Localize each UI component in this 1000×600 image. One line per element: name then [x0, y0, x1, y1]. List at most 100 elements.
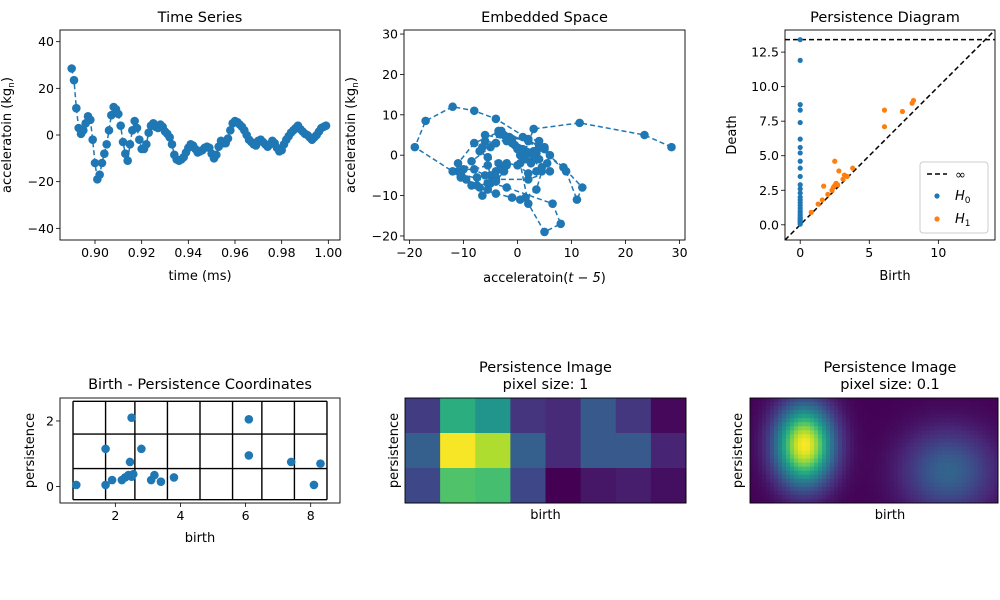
heatmap-pixel — [790, 474, 795, 480]
heatmap-pixel — [990, 490, 995, 496]
heatmap-pixel — [890, 434, 895, 439]
heatmap-pixel — [886, 462, 891, 468]
heatmap-pixel — [966, 454, 971, 459]
embedded-space-xtick-label: 30 — [672, 245, 688, 260]
heatmap-pixel — [982, 458, 987, 464]
embedded-space-point — [410, 142, 420, 152]
heatmap-pixel — [938, 402, 943, 407]
heatmap-pixel — [830, 430, 835, 435]
heatmap-pixel — [938, 482, 943, 488]
heatmap-pixel — [770, 474, 775, 480]
heatmap-pixel — [982, 446, 987, 451]
heatmap-pixel — [830, 426, 835, 431]
persistence-image-1-ylabel: persistence — [387, 413, 402, 488]
heatmap-pixel — [946, 418, 951, 423]
persistence-diagram-ytick-label: 10.0 — [751, 79, 779, 94]
embedded-space-point — [483, 152, 493, 162]
persistence-image-01-title: Persistence Image — [824, 360, 957, 376]
embedded-space-point — [556, 219, 566, 229]
heatmap-pixel — [894, 418, 899, 423]
birth-persistence-frame — [59, 397, 341, 504]
heatmap-pixel — [754, 454, 759, 459]
heatmap-pixel — [982, 478, 987, 484]
heatmap-pixel — [946, 410, 951, 415]
heatmap-pixel — [970, 470, 975, 476]
heatmap-pixel — [926, 486, 931, 492]
heatmap-pixel — [838, 474, 843, 480]
heatmap-pixel — [970, 422, 975, 427]
heatmap-cell — [440, 398, 476, 434]
heatmap-pixel — [790, 494, 795, 500]
heatmap-pixel — [806, 462, 811, 468]
heatmap-pixel — [826, 490, 831, 496]
heatmap-pixel — [926, 454, 931, 459]
heatmap-pixel — [958, 494, 963, 500]
heatmap-pixel — [846, 474, 851, 480]
heatmap-pixel — [842, 486, 847, 492]
heatmap-pixel — [894, 426, 899, 431]
heatmap-pixel — [978, 446, 983, 451]
heatmap-pixel — [850, 450, 855, 455]
heatmap-pixel — [782, 406, 787, 411]
heatmap-pixel — [922, 434, 927, 439]
heatmap-pixel — [770, 490, 775, 496]
heatmap-pixel — [774, 450, 779, 455]
heatmap-pixel — [994, 414, 999, 419]
birth-persistence-point — [150, 470, 159, 480]
heatmap-pixel — [758, 422, 763, 427]
heatmap-pixel — [762, 482, 767, 488]
heatmap-pixel — [870, 446, 875, 451]
heatmap-pixel — [966, 402, 971, 407]
heatmap-pixel — [890, 498, 895, 504]
heatmap-pixel — [934, 406, 939, 411]
heatmap-pixel — [870, 490, 875, 496]
heatmap-pixel — [758, 494, 763, 500]
heatmap-pixel — [978, 426, 983, 431]
heatmap-pixel — [970, 402, 975, 407]
heatmap-pixel — [802, 402, 807, 407]
heatmap-pixel — [754, 406, 759, 411]
heatmap-pixel — [982, 422, 987, 427]
heatmap-pixel — [866, 470, 871, 476]
heatmap-pixel — [946, 478, 951, 484]
heatmap-pixel — [862, 458, 867, 464]
heatmap-pixel — [894, 494, 899, 500]
heatmap-pixel — [994, 454, 999, 459]
heatmap-pixel — [898, 426, 903, 431]
heatmap-pixel — [794, 450, 799, 455]
heatmap-pixel — [810, 406, 815, 411]
heatmap-pixel — [798, 438, 803, 443]
heatmap-pixel — [810, 454, 815, 459]
heatmap-pixel — [846, 478, 851, 484]
heatmap-pixel — [754, 446, 759, 451]
heatmap-pixel — [918, 494, 923, 500]
heatmap-pixel — [822, 454, 827, 459]
persistence-image-01-subtitle: pixel size: 0.1 — [840, 377, 940, 393]
heatmap-pixel — [954, 410, 959, 415]
time-series-point — [121, 149, 130, 158]
heatmap-pixel — [914, 410, 919, 415]
heatmap-pixel — [922, 406, 927, 411]
heatmap-pixel — [974, 474, 979, 480]
heatmap-pixel — [966, 462, 971, 468]
heatmap-pixel — [954, 490, 959, 496]
heatmap-pixel — [926, 418, 931, 423]
heatmap-pixel — [994, 426, 999, 431]
heatmap-pixel — [954, 466, 959, 472]
heatmap-pixel — [762, 430, 767, 435]
heatmap-pixel — [874, 454, 879, 459]
heatmap-pixel — [834, 434, 839, 439]
heatmap-pixel — [918, 414, 923, 419]
heatmap-pixel — [854, 470, 859, 476]
heatmap-pixel — [826, 422, 831, 427]
heatmap-pixel — [830, 442, 835, 447]
heatmap-cell — [440, 433, 476, 469]
heatmap-pixel — [954, 434, 959, 439]
heatmap-pixel — [994, 402, 999, 407]
heatmap-pixel — [846, 410, 851, 415]
time-series-point — [144, 128, 153, 137]
heatmap-pixel — [850, 462, 855, 468]
heatmap-pixel — [930, 410, 935, 415]
heatmap-pixel — [754, 438, 759, 443]
heatmap-pixel — [922, 482, 927, 488]
